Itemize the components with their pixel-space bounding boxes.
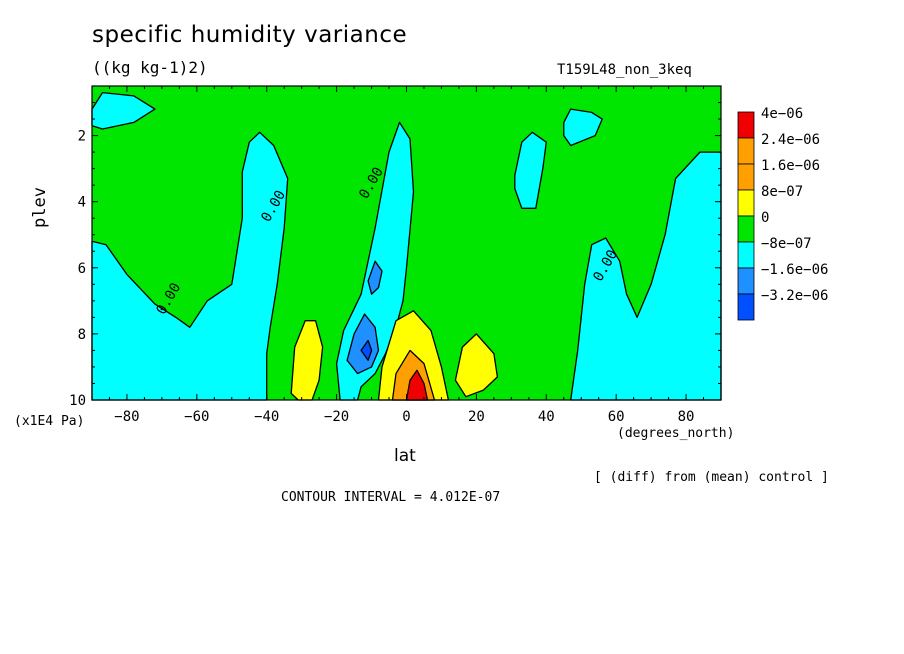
legend-swatch (737, 189, 755, 217)
region-negative-polar-south (91, 131, 289, 401)
region-negative-polar-north (570, 151, 722, 401)
x-tick-label: 20 (468, 409, 485, 425)
x-tick-label: 40 (538, 409, 555, 425)
legend-swatch (737, 293, 755, 321)
x-tick-label: −20 (324, 409, 349, 425)
region-negative-top-south (91, 91, 156, 130)
y-tick-label: 6 (78, 261, 86, 277)
legend-swatch (737, 111, 755, 139)
legend-swatch (737, 267, 755, 295)
x-axis-label: lat (394, 446, 416, 466)
y-tick-label: 2 (78, 129, 86, 145)
region-positive-right-plume (454, 333, 499, 398)
region-negative-mid-north (514, 131, 547, 209)
units-label: ((kg kg-1)2) (92, 58, 208, 77)
diff-note: [ (diff) from (mean) control ] (594, 470, 829, 485)
legend-label: 4e−06 (761, 106, 803, 122)
legend-label: 1.6e−06 (761, 158, 820, 174)
legend-label: −1.6e−06 (761, 262, 828, 278)
x-tick-label: 60 (608, 409, 625, 425)
run-id-label: T159L48_non_3keq (557, 62, 692, 78)
x-tick-label: −60 (184, 409, 209, 425)
legend-label: −3.2e−06 (761, 288, 828, 304)
y-tick-label: 10 (69, 393, 86, 409)
x-tick-label: 0 (402, 409, 410, 425)
region-negative-dark-core (360, 339, 373, 361)
legend-swatch (737, 137, 755, 165)
x-axis-unit: (degrees_north) (617, 426, 735, 441)
legend-swatch (737, 241, 755, 269)
legend-swatch (737, 215, 755, 243)
y-tick-label: 4 (78, 195, 86, 211)
region-negative-top-north (563, 108, 603, 147)
legend-label: 0 (761, 210, 769, 226)
contour-interval: CONTOUR INTERVAL = 4.012E-07 (281, 490, 501, 505)
chart-title: specific humidity variance (92, 22, 408, 48)
x-tick-label: −80 (114, 409, 139, 425)
legend-label: −8e−07 (761, 236, 812, 252)
x-tick-label: 80 (678, 409, 695, 425)
region-negative-blue-core (346, 313, 380, 375)
legend-swatch (737, 163, 755, 191)
x-tick-label: −40 (254, 409, 279, 425)
legend-label: 2.4e−06 (761, 132, 820, 148)
legend-label: 8e−07 (761, 184, 803, 200)
region-negative-blue-upper (367, 260, 383, 295)
y-axis-unit: (x1E4 Pa) (14, 414, 85, 429)
y-tick-label: 8 (78, 327, 86, 343)
